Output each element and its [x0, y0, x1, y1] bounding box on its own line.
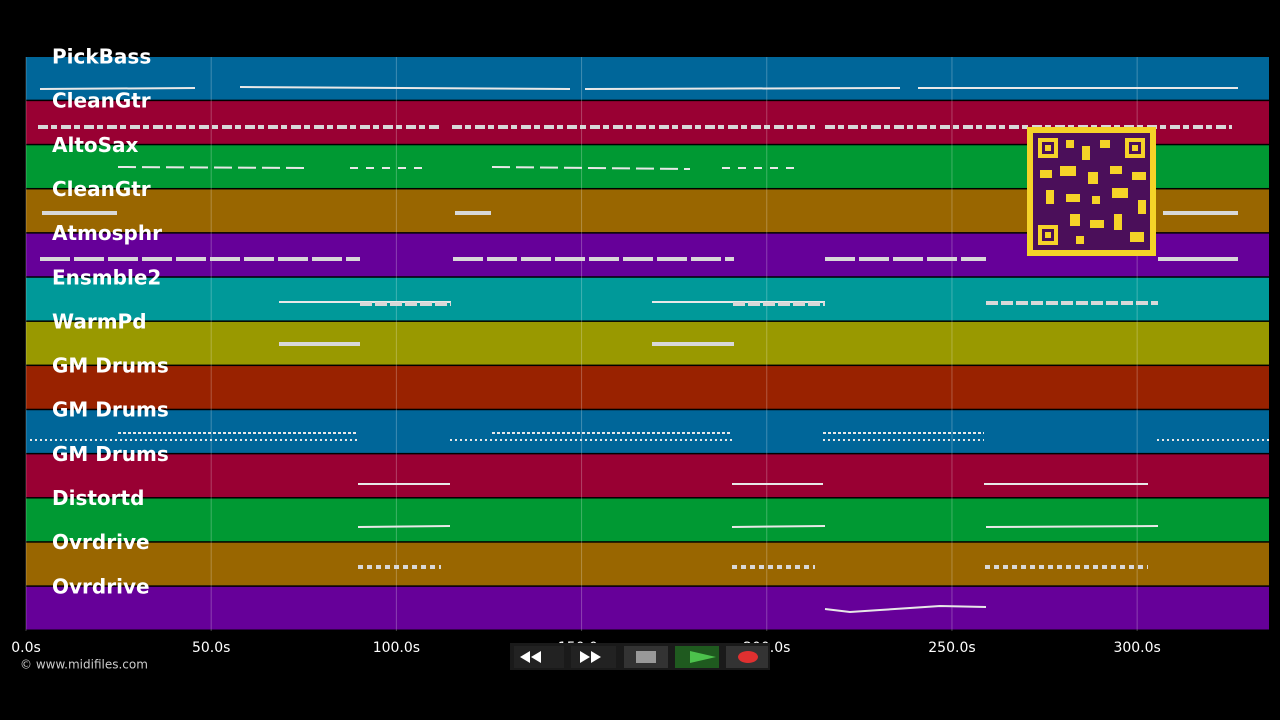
note: [239, 86, 571, 90]
track-name: CleanGtr: [52, 177, 151, 201]
note: [985, 525, 1159, 528]
track-row: [26, 366, 1269, 409]
track-name: Distortd: [52, 486, 144, 510]
tick-label: 100.0s: [373, 640, 420, 656]
record-button[interactable]: [726, 646, 768, 668]
track-name: GM Drums: [52, 442, 169, 466]
tick-label: 0.0s: [11, 640, 41, 656]
track-row: [26, 454, 1269, 498]
track-row: [26, 57, 1269, 100]
track-name: Ensmble2: [52, 265, 161, 289]
track-row: [26, 277, 1269, 321]
stop-button[interactable]: [624, 646, 668, 668]
track-row: [26, 410, 1269, 453]
track-name: WarmPd: [52, 309, 147, 333]
track-name: Atmosphr: [52, 221, 162, 245]
rewind-button[interactable]: [514, 646, 564, 668]
tick-label: 250.0s: [928, 640, 975, 656]
track-row: [26, 498, 1269, 542]
fast-forward-button[interactable]: [571, 646, 616, 668]
track-name: PickBass: [52, 45, 151, 69]
track-name: GM Drums: [52, 354, 169, 378]
note: [39, 87, 196, 90]
note: [824, 604, 987, 614]
track-name: AltoSax: [52, 133, 139, 157]
transport-bar: [510, 643, 770, 670]
tick-label: 300.0s: [1113, 640, 1160, 656]
track-row: [26, 321, 1269, 365]
note: [731, 525, 826, 528]
tick-label: 50.0s: [192, 640, 230, 656]
play-button[interactable]: [675, 646, 719, 668]
note: [584, 87, 901, 90]
track-labels: PickBass CleanGtr AltoSax CleanGtr Atmosphr E…: [52, 45, 169, 599]
track-name: CleanGtr: [52, 89, 151, 113]
track-name: Ovrdrive: [52, 530, 150, 554]
note: [357, 525, 451, 528]
track-name: Ovrdrive: [52, 574, 150, 598]
track-row: [26, 542, 1269, 586]
notes: [30, 86, 1269, 614]
track-name: GM Drums: [52, 398, 169, 422]
qr-code: [1027, 127, 1156, 256]
note: [491, 166, 691, 170]
track-row: [26, 586, 1269, 630]
note: [117, 166, 311, 169]
copyright: © www.midifiles.com: [20, 658, 148, 672]
